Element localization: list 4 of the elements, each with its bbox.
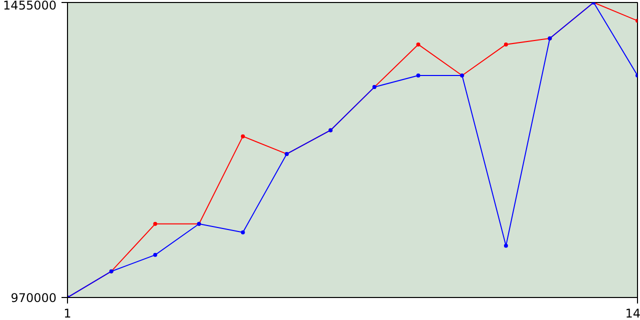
x-tick-label: 14: [625, 306, 640, 320]
y-tick-label: 970000: [10, 291, 57, 305]
y-tick-label: 1455000: [3, 0, 57, 12]
x-tick-label: 1: [64, 306, 72, 320]
